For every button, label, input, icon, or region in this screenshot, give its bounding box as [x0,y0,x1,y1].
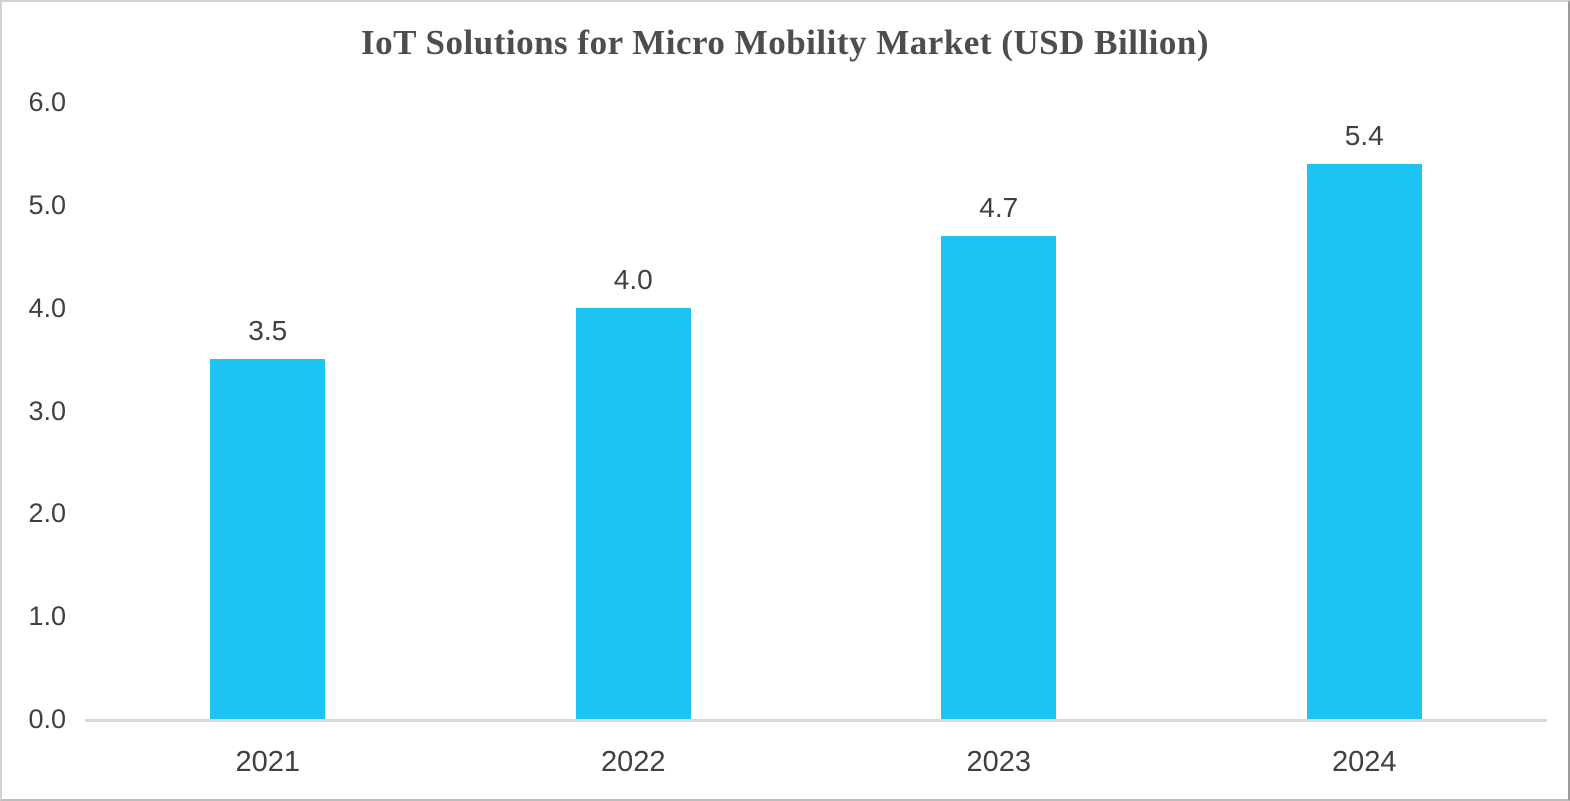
y-axis-tick-label: 5.0 [28,189,66,220]
y-axis-tick-label: 3.0 [28,395,66,426]
bar-2024 [1306,163,1422,719]
x-axis-tick-label: 2024 [1331,746,1397,778]
bar-value-label: 5.4 [1344,119,1384,151]
bar-value-label: 3.5 [248,315,288,347]
bar-2023 [941,235,1057,719]
x-axis-tick-label: 2021 [235,746,300,778]
y-axis-tick-label: 0.0 [28,704,66,734]
bar-value-label: 4.7 [979,191,1019,223]
x-axis-tick-label: 2022 [600,746,666,778]
bar-2021 [210,359,326,719]
bar-value-label: 4.0 [613,263,653,295]
y-axis-tick-label: 6.0 [28,87,66,117]
y-axis-tick-label: 2.0 [28,498,66,529]
x-axis-line [85,719,1547,722]
chart-title: IoT Solutions for Micro Mobility Market … [360,23,1210,62]
x-axis-tick-label: 2023 [966,746,1031,778]
y-axis-tick-label: 4.0 [28,292,66,323]
bar-2022 [575,307,691,719]
y-axis-tick-label: 1.0 [28,601,66,632]
